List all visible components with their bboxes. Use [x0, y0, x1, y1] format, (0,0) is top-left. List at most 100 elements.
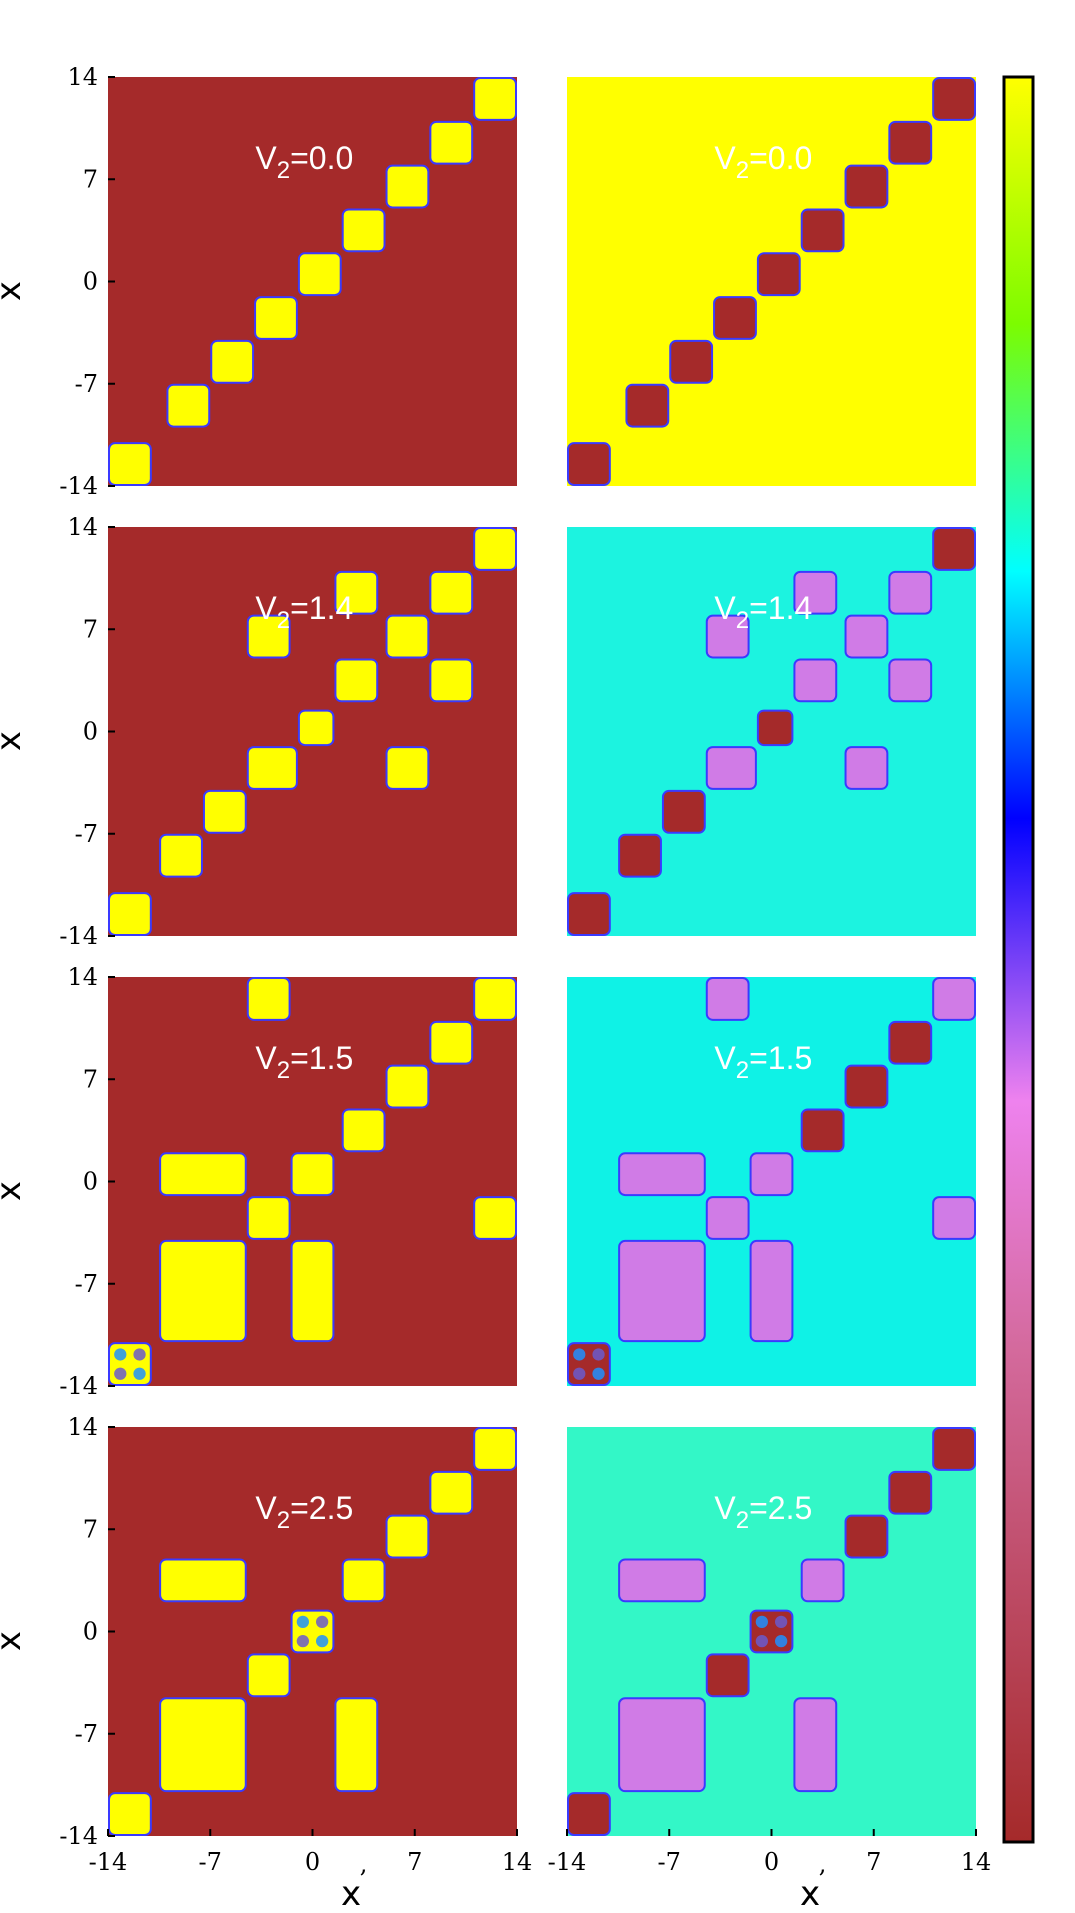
domain-block [385, 1064, 430, 1109]
y-tick-label: 7 [83, 165, 98, 193]
x-tick-label: 7 [866, 1848, 881, 1876]
speckle-mark [114, 1367, 127, 1380]
y-axis-label: x [0, 281, 29, 301]
x-tick-labels: -14 -7 0 7 14, -14 -7 0 7 14, [89, 1829, 991, 1878]
panel-label: V2=2.5 [714, 1490, 812, 1534]
domain-block [290, 1152, 335, 1197]
y-tick-label: -7 [75, 370, 98, 398]
domain-block [793, 658, 838, 703]
y-axis-label: x [0, 1631, 29, 1651]
domain-block [793, 570, 838, 615]
x-axis-label: x [341, 1874, 361, 1913]
heatmap-panel: V2=2.5 [108, 1427, 517, 1836]
domain-block [385, 1514, 430, 1559]
domain-block [749, 1152, 794, 1197]
x-tick-separator: , [819, 1850, 827, 1878]
y-tick-label: 0 [83, 1168, 98, 1196]
colorbar [1002, 75, 1035, 1844]
domain-block [334, 1697, 379, 1793]
domain-block [749, 1609, 794, 1654]
domain-block [429, 1470, 474, 1515]
x-tick-label: -14 [548, 1848, 587, 1876]
y-tick-label: -7 [75, 820, 98, 848]
domain-block [618, 1697, 706, 1793]
panel-label: V2=0.0 [714, 140, 812, 184]
domain-block [429, 120, 474, 165]
domain-block [385, 164, 430, 209]
domain-block [932, 77, 976, 121]
domain-block [473, 527, 517, 571]
domain-block [159, 1239, 247, 1343]
domain-block [705, 1653, 750, 1698]
domain-block [705, 614, 750, 659]
x-tick-label: 0 [305, 1848, 320, 1876]
panel-label: V2=1.5 [714, 1040, 812, 1084]
domain-block [159, 1558, 247, 1603]
y-tick-label: 0 [83, 718, 98, 746]
speckle-mark [592, 1348, 605, 1361]
domain-block [429, 1020, 474, 1065]
domain-block [793, 1697, 838, 1793]
domain-block [334, 570, 379, 615]
domain-block [334, 658, 379, 703]
domain-block [888, 1020, 933, 1065]
domain-block [713, 296, 757, 340]
speckle-mark [316, 1615, 329, 1628]
domain-block [246, 614, 291, 659]
domain-block [800, 1558, 845, 1603]
domain-block [800, 1108, 845, 1153]
heatmap-panel: V2=1.5 [567, 977, 976, 1386]
domain-block [625, 383, 670, 428]
domain-block [888, 570, 933, 615]
domain-block [429, 570, 474, 615]
panel-label: V2=0.0 [255, 140, 353, 184]
domain-block [756, 252, 801, 297]
domain-block [108, 442, 152, 486]
domain-block [341, 1108, 386, 1153]
speckle-mark [775, 1615, 788, 1628]
speckle-mark [573, 1367, 586, 1380]
domain-block [297, 252, 342, 297]
y-tick-label: -14 [59, 472, 98, 500]
speckle-mark [755, 1635, 768, 1648]
domain-block [166, 383, 211, 428]
domain-block [159, 1697, 247, 1793]
panel-label: V2=2.5 [255, 1490, 353, 1534]
domain-block [473, 1427, 517, 1471]
domain-block [246, 1653, 291, 1698]
heatmap-panel: V2=1.4 [567, 527, 976, 936]
y-axis-label: x [0, 731, 29, 751]
domain-block [159, 833, 203, 878]
speckle-mark [592, 1367, 605, 1380]
domain-block [473, 77, 517, 121]
domain-block [108, 1792, 152, 1836]
domain-block [618, 833, 662, 878]
heatmap-panel: V2=2.5 [567, 1427, 976, 1836]
domain-block [844, 746, 889, 790]
domain-block [567, 892, 611, 936]
x-axis-label: x [800, 1874, 820, 1913]
domain-block [669, 339, 714, 384]
domain-block [756, 709, 794, 747]
domain-block [888, 1470, 933, 1515]
domain-block [246, 1196, 291, 1240]
y-tick-label: 14 [67, 963, 98, 991]
y-tick-label: -7 [75, 1720, 98, 1748]
domain-block [567, 1792, 611, 1836]
domain-block [567, 1342, 611, 1386]
y-tick-label: 14 [67, 513, 98, 541]
speckle-mark [114, 1348, 127, 1361]
x-tick-label: 7 [407, 1848, 422, 1876]
y-tick-label: 14 [67, 1413, 98, 1441]
domain-block [932, 527, 976, 571]
domain-block [254, 296, 298, 340]
domain-block [385, 746, 430, 790]
heatmap-panel: V2=0.0 [108, 77, 517, 486]
speckle-mark [133, 1367, 146, 1380]
domain-block [800, 208, 845, 253]
domain-block [567, 442, 611, 486]
speckle-mark [296, 1635, 309, 1648]
y-tick-label: 7 [83, 1515, 98, 1543]
domain-block [932, 977, 976, 1021]
